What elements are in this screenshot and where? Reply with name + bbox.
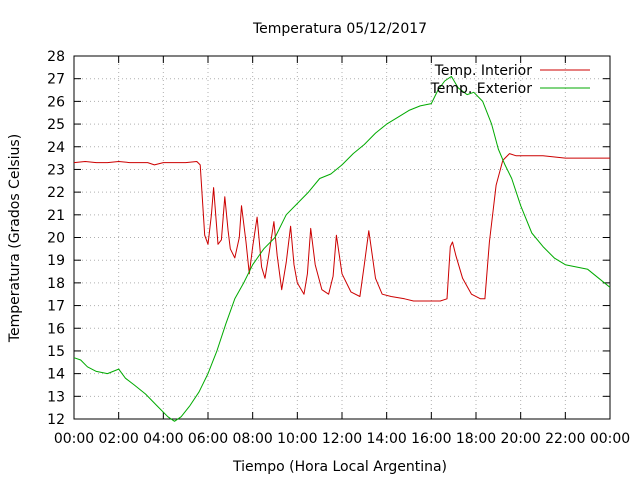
y-tick-label: 20 [47, 231, 65, 247]
x-tick-label: 12:00 [322, 431, 362, 447]
y-tick-label: 25 [47, 117, 65, 133]
y-tick-label: 18 [47, 276, 65, 292]
x-tick-label: 04:00 [143, 431, 183, 447]
x-tick-label: 06:00 [188, 431, 228, 447]
y-tick-label: 27 [47, 72, 65, 88]
y-tick-label: 13 [47, 389, 65, 405]
legend-label-interior: Temp. Interior [434, 63, 533, 79]
x-tick-label: 00:00 [590, 431, 630, 447]
y-tick-label: 22 [47, 185, 65, 201]
y-tick-label: 19 [47, 253, 65, 269]
plot-frame [73, 55, 611, 420]
legend: Temp. Interior Temp. Exterior [430, 63, 590, 97]
y-tick-label: 14 [47, 367, 65, 383]
y-tick-label: 12 [47, 412, 65, 428]
x-tick-label: 10:00 [277, 431, 317, 447]
y-tick-label: 21 [47, 208, 65, 224]
x-tick-label: 18:00 [456, 431, 496, 447]
y-tick-label: 24 [47, 140, 65, 156]
series-lines [73, 75, 611, 422]
grid-lines [74, 56, 610, 419]
y-axis-label: Temperatura (Grados Celsius) [7, 134, 23, 343]
y-tick-label: 23 [47, 162, 65, 178]
y-tick-label: 16 [47, 321, 65, 337]
x-tick-label: 16:00 [411, 431, 451, 447]
x-tick-label: 08:00 [232, 431, 272, 447]
y-tick-label: 28 [47, 49, 65, 65]
legend-label-exterior: Temp. Exterior [430, 81, 533, 97]
series-line-interior [73, 153, 610, 302]
y-tick-label: 15 [47, 344, 65, 360]
x-tick-label: 02:00 [98, 431, 138, 447]
x-axis-label: Tiempo (Hora Local Argentina) [232, 459, 447, 475]
x-tick-label: 00:00 [54, 431, 94, 447]
x-tick-label: 22:00 [545, 431, 585, 447]
y-tick-label: 17 [47, 299, 65, 315]
series-line-exterior [73, 75, 611, 422]
y-tick-label: 26 [47, 94, 65, 110]
x-tick-label: 14:00 [366, 431, 406, 447]
x-tick-label: 20:00 [500, 431, 540, 447]
chart-title: Temperatura 05/12/2017 [252, 21, 427, 37]
